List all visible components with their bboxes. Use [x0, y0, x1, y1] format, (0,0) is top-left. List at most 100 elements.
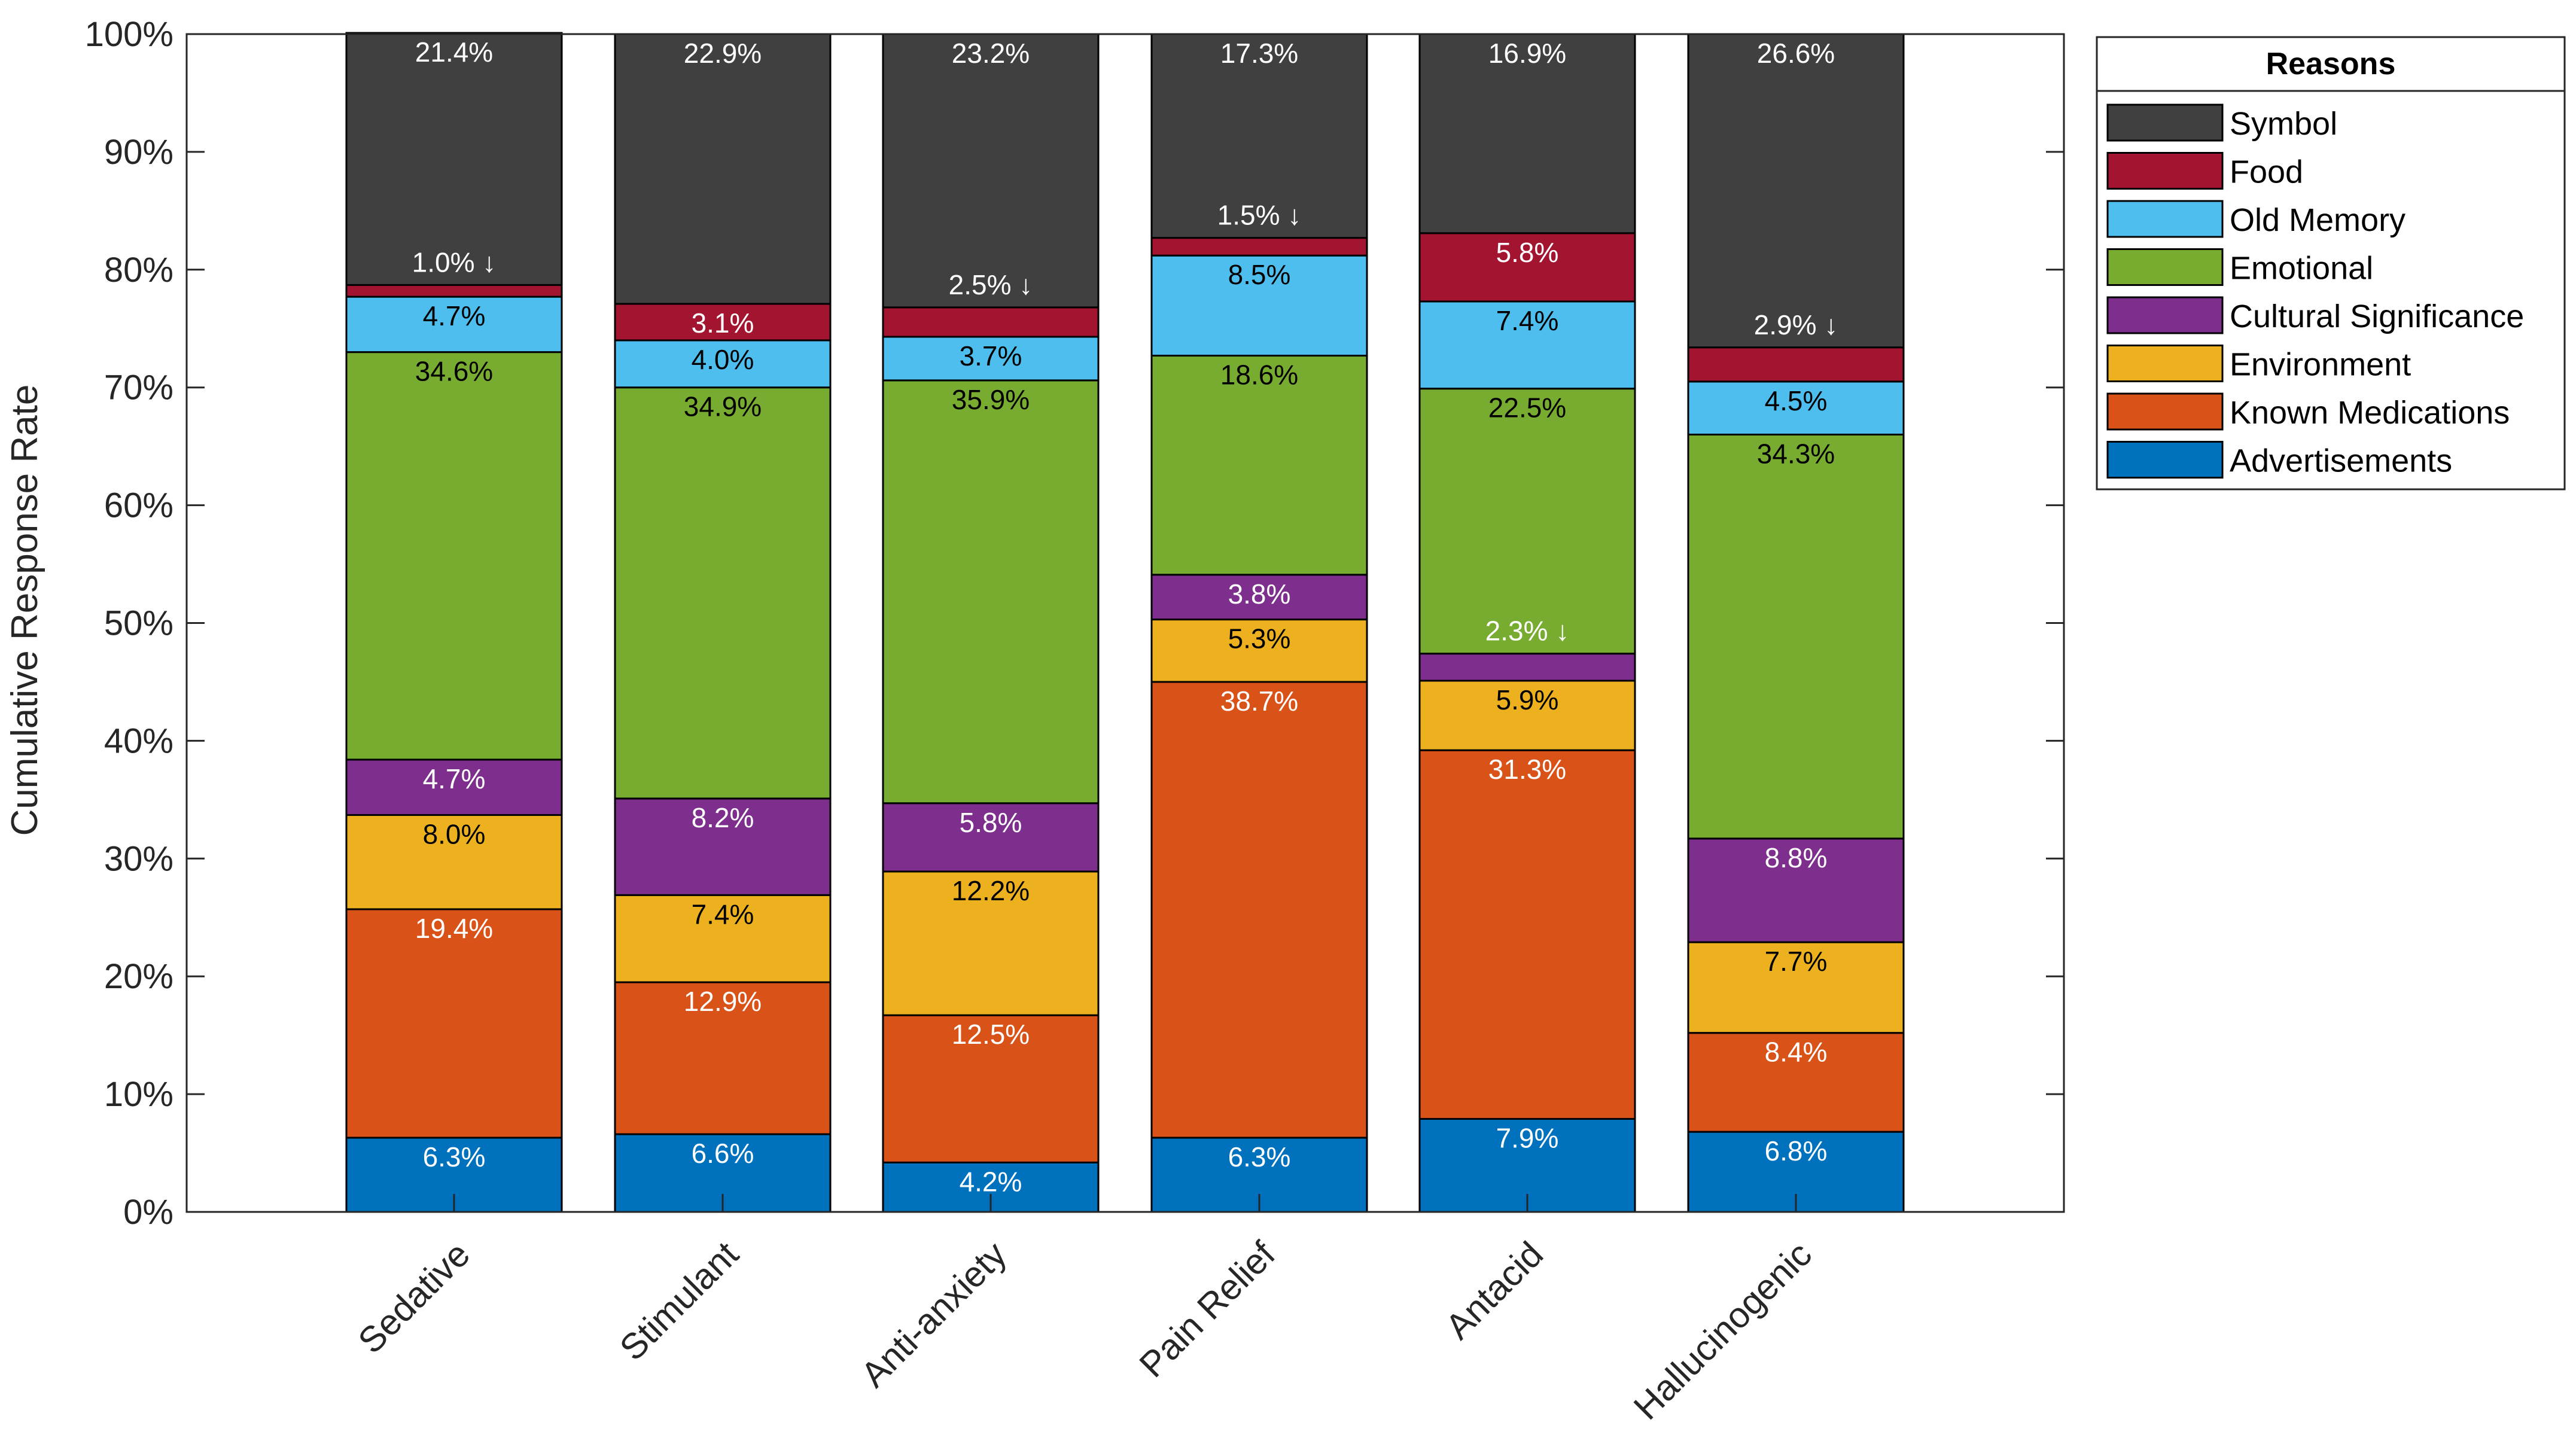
data-label: 6.6%: [692, 1138, 754, 1169]
data-label: 4.0%: [692, 344, 754, 375]
bar-anti-anxiety-food: [882, 306, 1100, 338]
bar-stimulant-symbol: [614, 33, 832, 305]
bar-pain-relief-known-medications: [1150, 681, 1368, 1139]
data-label: 38.7%: [1220, 686, 1298, 717]
data-label: 23.2%: [952, 38, 1030, 69]
data-label: 7.9%: [1496, 1122, 1559, 1153]
data-label: 7.7%: [1765, 946, 1828, 977]
bar-hallucinogenic-cultural-significance: [1687, 837, 1905, 943]
y-tick-label: 70%: [104, 368, 173, 407]
legend-swatch-known-medications: [2106, 392, 2224, 431]
data-label: 21.4%: [415, 36, 493, 68]
x-tick-label-hallucinogenic: Hallucinogenic: [1626, 1234, 1819, 1427]
y-tick-label: 20%: [104, 957, 173, 996]
data-label: 19.4%: [415, 913, 493, 944]
data-label: 8.0%: [423, 818, 486, 849]
y-tick-label: 100%: [85, 15, 173, 54]
bar-pain-relief-symbol: [1150, 33, 1368, 239]
bar-stimulant-environment: [614, 894, 832, 983]
bar-hallucinogenic-emotional: [1687, 433, 1905, 840]
y-tick-label: 0%: [123, 1193, 173, 1232]
bar-anti-anxiety-old-memory: [882, 336, 1100, 382]
legend-label-symbol: Symbol: [2230, 106, 2337, 142]
bar-antacid-old-memory: [1418, 300, 1636, 390]
data-label: 6.8%: [1765, 1135, 1828, 1166]
bar-anti-anxiety-symbol: [882, 33, 1100, 309]
bar-pain-relief-food: [1150, 237, 1368, 257]
data-label: 8.5%: [1228, 259, 1291, 290]
legend: Reasons Symbol Food Old Memory Emotional Cult…: [2096, 36, 2566, 491]
legend-swatch-symbol: [2106, 103, 2224, 142]
bar-antacid-emotional: [1418, 388, 1636, 655]
data-label: 2.9% ↓: [1754, 309, 1838, 340]
data-label: 34.3%: [1757, 438, 1835, 469]
y-tick-label: 40%: [104, 721, 173, 760]
data-label: 6.3%: [1228, 1141, 1291, 1172]
bar-pain-relief-cultural-significance: [1150, 574, 1368, 621]
data-label: 17.3%: [1220, 38, 1298, 69]
data-label: 18.6%: [1220, 360, 1298, 391]
data-label: 7.4%: [692, 898, 754, 930]
data-label: 12.5%: [952, 1019, 1030, 1050]
legend-swatch-old-memory: [2106, 200, 2224, 238]
x-tick-label-stimulant: Stimulant: [612, 1234, 746, 1368]
data-label: 3.7%: [960, 340, 1022, 371]
bar-pain-relief-emotional: [1150, 355, 1368, 576]
legend-swatch-food: [2106, 152, 2224, 190]
bar-antacid-cultural-significance: [1418, 653, 1636, 682]
y-tick-label: 30%: [104, 839, 173, 878]
bar-stimulant-known-medications: [614, 981, 832, 1135]
data-label: 4.7%: [423, 300, 486, 331]
bar-antacid-known-medications: [1418, 749, 1636, 1120]
data-label: 2.3% ↓: [1485, 616, 1570, 647]
data-label: 8.2%: [692, 802, 754, 833]
data-label: 22.5%: [1488, 392, 1566, 424]
bar-hallucinogenic-environment: [1687, 941, 1905, 1034]
data-label: 22.9%: [684, 38, 762, 69]
x-tick-label-sedative: Sedative: [351, 1234, 477, 1361]
bar-stimulant-food: [614, 303, 832, 342]
bar-anti-anxiety-cultural-significance: [882, 802, 1100, 873]
y-tick-label: 60%: [104, 486, 173, 525]
data-label: 34.9%: [684, 391, 762, 422]
data-label: 8.4%: [1765, 1037, 1828, 1068]
legend-swatch-environment: [2106, 345, 2224, 382]
bar-stimulant-emotional: [614, 386, 832, 800]
data-label: 7.4%: [1496, 305, 1559, 336]
data-label: 5.3%: [1228, 623, 1291, 654]
bar-stimulant-old-memory: [614, 339, 832, 389]
data-label: 8.8%: [1765, 842, 1828, 873]
bar-sedative-environment: [345, 814, 563, 910]
legend-title: Reasons: [2266, 47, 2396, 81]
bar-pain-relief-environment: [1150, 619, 1368, 683]
y-tick-label: 50%: [104, 604, 173, 643]
data-label: 12.9%: [684, 986, 762, 1017]
data-label: 31.3%: [1488, 754, 1566, 785]
bar-anti-anxiety-environment: [882, 870, 1100, 1016]
data-label: 4.2%: [960, 1166, 1022, 1197]
bar-sedative-cultural-significance: [345, 758, 563, 816]
data-label: 34.6%: [415, 356, 493, 387]
bar-sedative-old-memory: [345, 296, 563, 354]
legend-label-environment: Environment: [2230, 347, 2411, 383]
legend-swatch-emotional: [2106, 248, 2224, 286]
bar-anti-anxiety-emotional: [882, 379, 1100, 805]
data-label: 3.8%: [1228, 578, 1291, 610]
plot-area: 6.3% 19.4% 8.0% 4.7% 34.6% 4.7% 1.0% ↓ 21.4% 6.6…: [85, 15, 2065, 1427]
y-axis-label: Cumulative Response Rate: [4, 385, 45, 836]
bar-antacid-symbol: [1418, 33, 1636, 234]
data-label: 1.0% ↓: [412, 246, 497, 278]
bar-pain-relief-old-memory: [1150, 254, 1368, 357]
bar-sedative-emotional: [345, 351, 563, 761]
data-label: 12.2%: [952, 875, 1030, 906]
legend-label-old-memory: Old Memory: [2230, 202, 2406, 238]
x-tick-label-anti-anxiety: Anti-anxiety: [853, 1234, 1014, 1395]
data-label: 6.3%: [423, 1141, 486, 1172]
data-label: 16.9%: [1488, 38, 1566, 69]
data-label: 3.1%: [692, 307, 754, 339]
bar-hallucinogenic-old-memory: [1687, 380, 1905, 435]
legend-label-food: Food: [2230, 154, 2303, 190]
bar-hallucinogenic-symbol: [1687, 33, 1905, 349]
legend-label-emotional: Emotional: [2230, 251, 2373, 287]
